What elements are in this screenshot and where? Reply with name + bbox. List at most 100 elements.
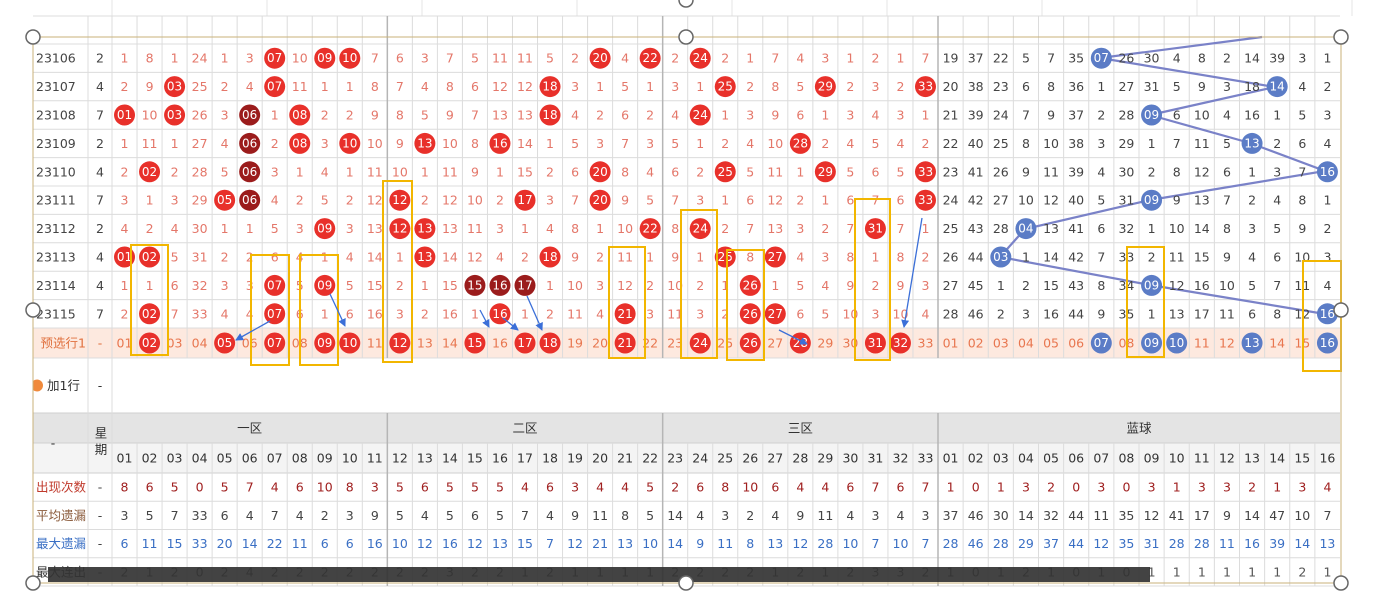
cell-value: 5	[471, 480, 479, 495]
cell-value: 6	[1173, 108, 1181, 123]
cell-value: 3	[871, 508, 879, 523]
ball-number: 16	[1320, 336, 1335, 350]
column-number: 19	[567, 451, 583, 466]
cell-value: 27	[1118, 79, 1134, 94]
cell-value: 2	[821, 136, 829, 151]
cell-value: 8	[1223, 221, 1231, 236]
cell-value: 1	[421, 164, 429, 179]
ball	[814, 76, 836, 98]
cell-value: 10	[1043, 136, 1059, 151]
cell-value: 1	[997, 480, 1005, 495]
cell-value: 15	[1043, 278, 1059, 293]
cell-value: 8	[396, 108, 404, 123]
cell-value: 2	[1323, 79, 1331, 94]
cell-value: 11	[1219, 306, 1235, 321]
cell-value: 14	[1194, 221, 1210, 236]
ball	[139, 246, 161, 268]
ball	[414, 246, 436, 268]
resize-handle[interactable]	[25, 302, 41, 318]
cell-value: 1	[471, 306, 479, 321]
ball-number: 07	[267, 336, 282, 350]
cell-value: 11	[292, 536, 308, 551]
cell-value: 10	[442, 136, 458, 151]
ball	[990, 246, 1012, 268]
cell-value: 1	[871, 250, 879, 265]
cell-value: 2	[721, 306, 729, 321]
cell-value: 46	[968, 306, 984, 321]
cell-value: 11	[142, 536, 158, 551]
cell-value: 7	[1097, 250, 1105, 265]
ball-number: 09	[317, 278, 332, 292]
ball	[1090, 332, 1112, 354]
resize-handle[interactable]	[1333, 575, 1349, 591]
cell-value: 1	[1148, 564, 1156, 579]
cell-value: 5	[1223, 136, 1231, 151]
cell-value: 9	[1298, 221, 1306, 236]
cell-value: 14	[242, 536, 258, 551]
week: 7	[96, 193, 104, 208]
cell-value: 4	[321, 164, 329, 179]
cell-value: 18	[1244, 79, 1260, 94]
cell-value: 28	[1169, 536, 1185, 551]
resize-handle[interactable]	[678, 575, 694, 591]
resize-handle[interactable]	[678, 0, 694, 8]
cell-value: 6	[121, 536, 129, 551]
cell-value: 2	[1047, 480, 1055, 495]
resize-handle[interactable]	[25, 575, 41, 591]
ball-number: 02	[142, 165, 157, 179]
cell-value: 7	[1273, 278, 1281, 293]
cell-value: 05	[1043, 336, 1059, 351]
table	[33, 0, 1353, 587]
resize-handle[interactable]	[678, 29, 694, 45]
cell-value: 11	[592, 508, 608, 523]
column-number: 08	[1118, 451, 1134, 466]
cell-value: 2	[1022, 278, 1030, 293]
cell-value: 4	[596, 306, 604, 321]
cell-value: 1	[146, 193, 154, 208]
cell-value: 3	[646, 306, 654, 321]
cell-value: 5	[671, 136, 679, 151]
cell-value: 6	[621, 108, 629, 123]
week: 2	[96, 221, 104, 236]
cell-value: 8	[771, 79, 779, 94]
cell-value: 6	[396, 51, 404, 66]
cell-value: 39	[968, 108, 984, 123]
cell-value: 9	[1022, 164, 1030, 179]
ball	[539, 76, 561, 98]
cell-value: 35	[1068, 51, 1084, 66]
cell-value: 6	[321, 536, 329, 551]
ball-number: 09	[1144, 278, 1159, 292]
cell-value: 16	[492, 336, 508, 351]
ball	[414, 132, 436, 154]
zone-label: 一区	[237, 421, 262, 436]
cell-value: 9	[371, 108, 379, 123]
cell-value: 46	[968, 536, 984, 551]
week: 2	[96, 51, 104, 66]
cell-value: 4	[621, 51, 629, 66]
column-number: 20	[592, 451, 608, 466]
column-number: 09	[317, 451, 333, 466]
cell-value: 29	[1018, 536, 1034, 551]
cell-value: 25	[717, 336, 733, 351]
cell-value: 9	[1047, 108, 1055, 123]
cell-value: 1	[346, 164, 354, 179]
resize-handle[interactable]	[1333, 29, 1349, 45]
ball	[464, 332, 486, 354]
cell-value: 7	[521, 508, 529, 523]
cell-value: 26	[943, 250, 959, 265]
resize-handle[interactable]	[1333, 302, 1349, 318]
ball-number: 27	[768, 250, 783, 264]
ball	[1141, 274, 1163, 296]
column-number: 26	[742, 451, 758, 466]
ball-number: 16	[1320, 165, 1335, 179]
resize-handle[interactable]	[25, 29, 41, 45]
highlight-box	[382, 180, 413, 363]
cell-value: 1	[646, 250, 654, 265]
ball-number: 13	[417, 250, 432, 264]
cell-value: 6	[671, 164, 679, 179]
cell-value: 3	[1022, 480, 1030, 495]
ball	[539, 332, 561, 354]
cell-value: 5	[1022, 51, 1030, 66]
column-number: 13	[1244, 451, 1260, 466]
cell-value: 14	[1043, 250, 1059, 265]
